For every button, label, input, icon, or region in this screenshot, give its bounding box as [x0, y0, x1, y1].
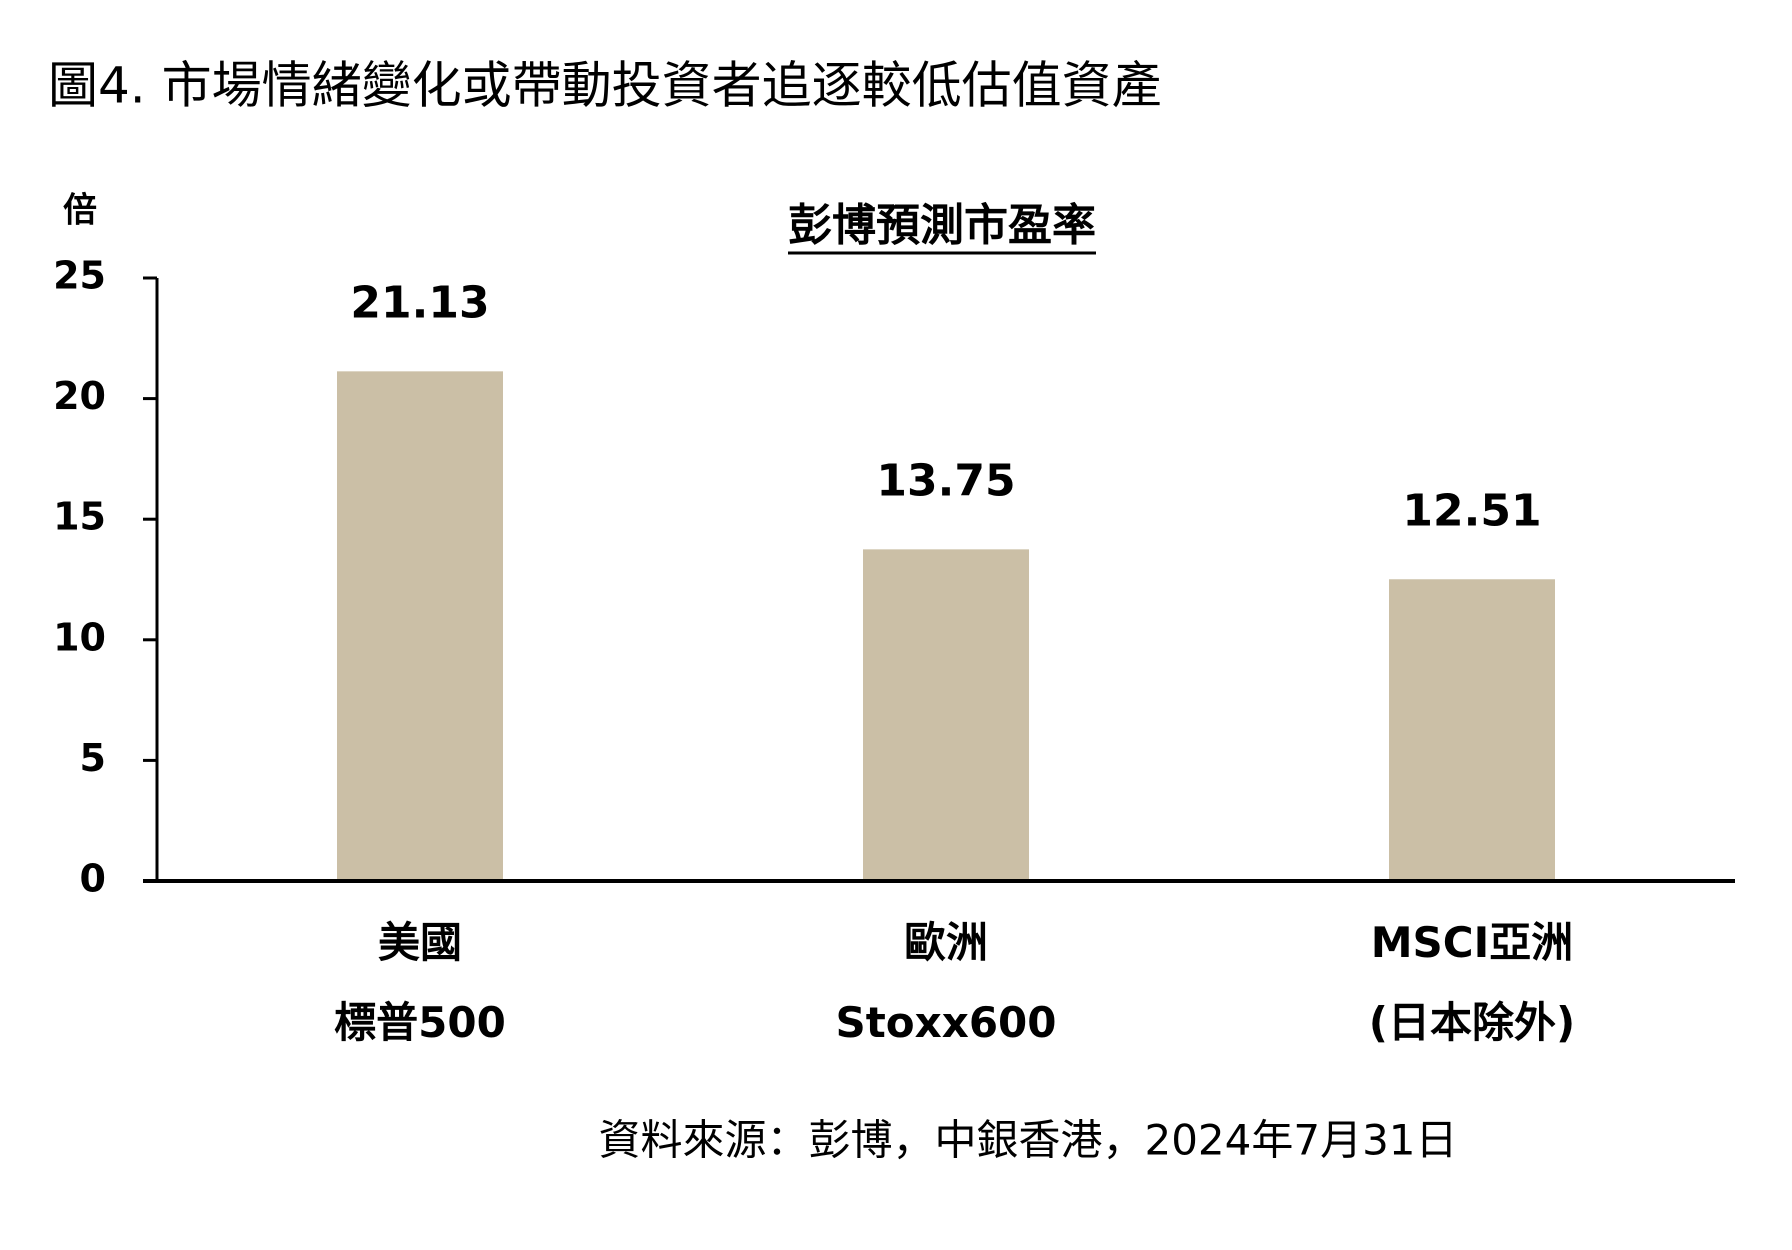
- y-tick-label: 15: [53, 495, 106, 539]
- x-tick-label: MSCI亞洲(日本除外): [1369, 918, 1575, 1047]
- y-tick-label: 20: [53, 374, 106, 418]
- bar: [863, 549, 1029, 881]
- bar: [1389, 579, 1555, 881]
- figure-title: 圖4. 市場情緒變化或帶動投資者追逐較低估值資產: [48, 57, 1162, 115]
- y-axis-label: 倍: [63, 191, 97, 231]
- y-tick-label: 5: [80, 736, 106, 780]
- y-tick-label: 10: [53, 615, 106, 659]
- bar: [337, 371, 503, 881]
- value-label: 21.13: [350, 277, 489, 328]
- y-tick-label: 25: [53, 254, 106, 298]
- value-label: 12.51: [1402, 485, 1541, 536]
- source-note: 資料來源：彭博，中銀香港，2024年7月31日: [598, 1116, 1457, 1165]
- value-label: 13.75: [876, 455, 1015, 506]
- y-tick-label: 0: [80, 857, 106, 901]
- x-tick-label: 美國標普500: [334, 918, 506, 1047]
- chart-title: 彭博預測市盈率: [788, 200, 1096, 251]
- x-tick-label: 歐洲 Stoxx600: [835, 918, 1056, 1047]
